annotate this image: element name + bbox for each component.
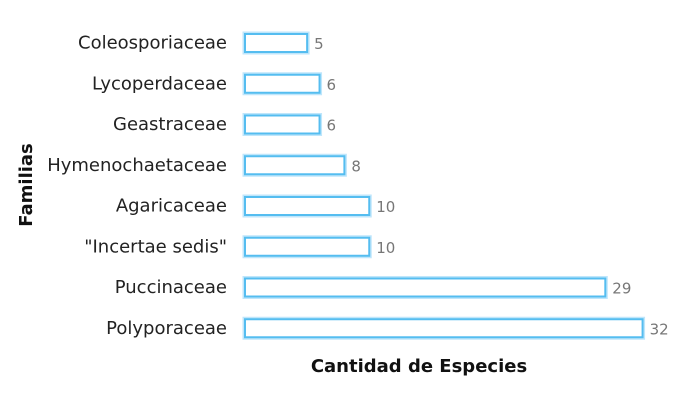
x-axis-title: Cantidad de Especies — [311, 356, 527, 377]
bar-glow — [242, 113, 323, 136]
category-label: Hymenochaetaceae — [47, 155, 227, 176]
bars-layer — [242, 31, 646, 340]
category-labels-layer: Coleosporiaceae Lycoperdaceae Geastraceae H… — [47, 33, 227, 339]
category-label: Lycoperdaceae — [92, 73, 227, 94]
category-label: Puccinaceae — [115, 277, 227, 298]
bar — [244, 236, 371, 257]
value-label: 5 — [314, 35, 324, 53]
bar — [244, 277, 607, 298]
value-label: 29 — [612, 280, 631, 298]
category-label: Agaricaceae — [116, 196, 227, 217]
bar — [244, 114, 321, 135]
bar — [244, 155, 346, 176]
value-label: 32 — [650, 320, 669, 338]
value-label: 6 — [327, 117, 337, 135]
value-label: 10 — [376, 198, 395, 216]
bar — [244, 73, 321, 94]
bar — [244, 33, 309, 53]
bar-glow — [242, 276, 608, 299]
bar — [244, 318, 644, 339]
category-label: "Incertae sedis" — [84, 236, 227, 257]
value-label: 10 — [376, 239, 395, 257]
bar-glow — [242, 31, 310, 55]
value-labels-layer: 5 6 6 8 10 10 29 32 — [314, 35, 669, 338]
category-label: Polyporaceae — [106, 318, 227, 339]
bar — [244, 196, 371, 216]
value-label: 6 — [327, 76, 337, 94]
value-label: 8 — [351, 157, 361, 175]
bar-glow — [242, 194, 372, 218]
category-label: Geastraceae — [113, 114, 227, 135]
bar-glow — [242, 72, 323, 96]
bar-glow — [242, 316, 646, 340]
y-axis-title: Familias — [16, 143, 37, 227]
bar-glow — [242, 235, 372, 259]
category-label: Coleosporiaceae — [78, 33, 227, 54]
bar-glow — [242, 153, 347, 177]
